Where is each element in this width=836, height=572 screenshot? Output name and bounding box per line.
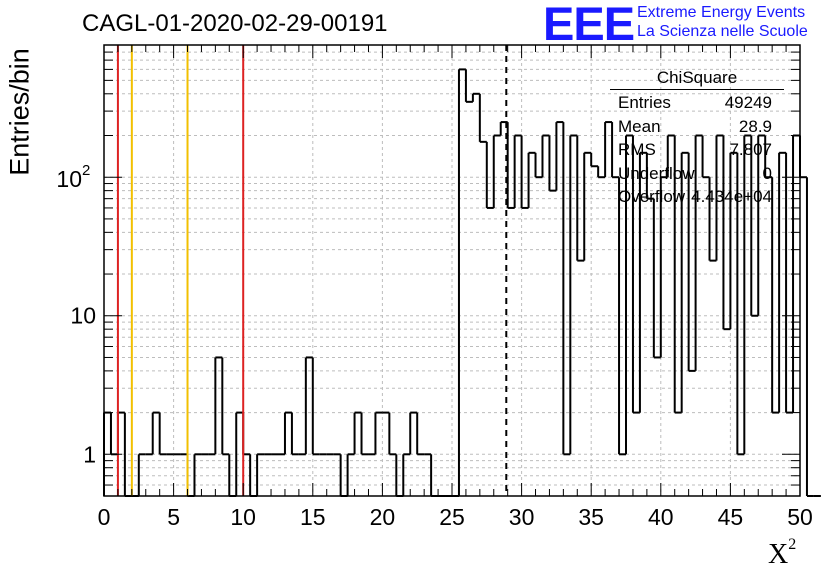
y-tick-label-exponent: 2 [82,162,90,179]
logo-caption: Extreme Energy Events La Scienza nelle S… [637,3,808,41]
y-tick-label: 10 [70,303,96,329]
stats-row-entries: Entries 49249 [610,91,780,115]
stats-row-rms: RMS 7.807 [610,138,780,162]
x-tick-label: 15 [300,504,326,530]
eee-logo: EEE [543,0,635,50]
stats-value: 28.9 [738,116,772,136]
y-tick-label: 1 [83,441,96,467]
stats-box: ChiSquare Entries 49249 Mean 28.9 RMS 7.807… [610,68,784,209]
x-tick-label: 40 [648,504,674,530]
logo-line-2: La Scienza nelle Scuole [637,23,808,40]
chart-title: CAGL-01-2020-02-29-00191 [82,10,388,37]
logo-line-1: Extreme Energy Events [637,4,806,21]
stats-row-mean: Mean 28.9 [610,115,780,139]
stats-title: ChiSquare [610,68,784,90]
stats-label: Underflow [618,163,695,183]
x-tick-label: 50 [787,504,813,530]
x-tick-label: 5 [167,504,180,530]
axis-ticks [103,45,801,496]
stats-label: Overflow [618,187,686,206]
stats-value: 49249 [724,93,772,112]
grid-lines [104,45,800,496]
x-axis-label: X2 [768,536,796,571]
stats-row-overflow: Overflow 4.434e+04 [610,185,780,209]
y-tick-label: 10 [56,166,82,192]
x-tick-label: 35 [578,504,604,530]
x-tick-label: 10 [230,504,256,530]
stats-label: RMS [618,140,656,159]
x-tick-label: 20 [370,504,396,530]
x-tick-label: 25 [439,504,465,530]
reference-lines [116,45,508,496]
y-axis-label: Entries/bin [4,48,35,176]
x-axis-exponent: 2 [788,536,797,553]
stats-row-underflow: Underflow 0 [610,162,780,186]
x-tick-label: 30 [509,504,535,530]
stats-value: 4.434e+04 [691,187,772,206]
stats-value: 0 [762,163,772,183]
x-axis-symbol: X [768,539,789,570]
stats-label: Entries [618,93,671,112]
stats-value: 7.807 [729,140,772,159]
x-tick-label: 45 [718,504,744,530]
stats-label: Mean [618,116,661,136]
x-tick-label: 0 [98,504,111,530]
